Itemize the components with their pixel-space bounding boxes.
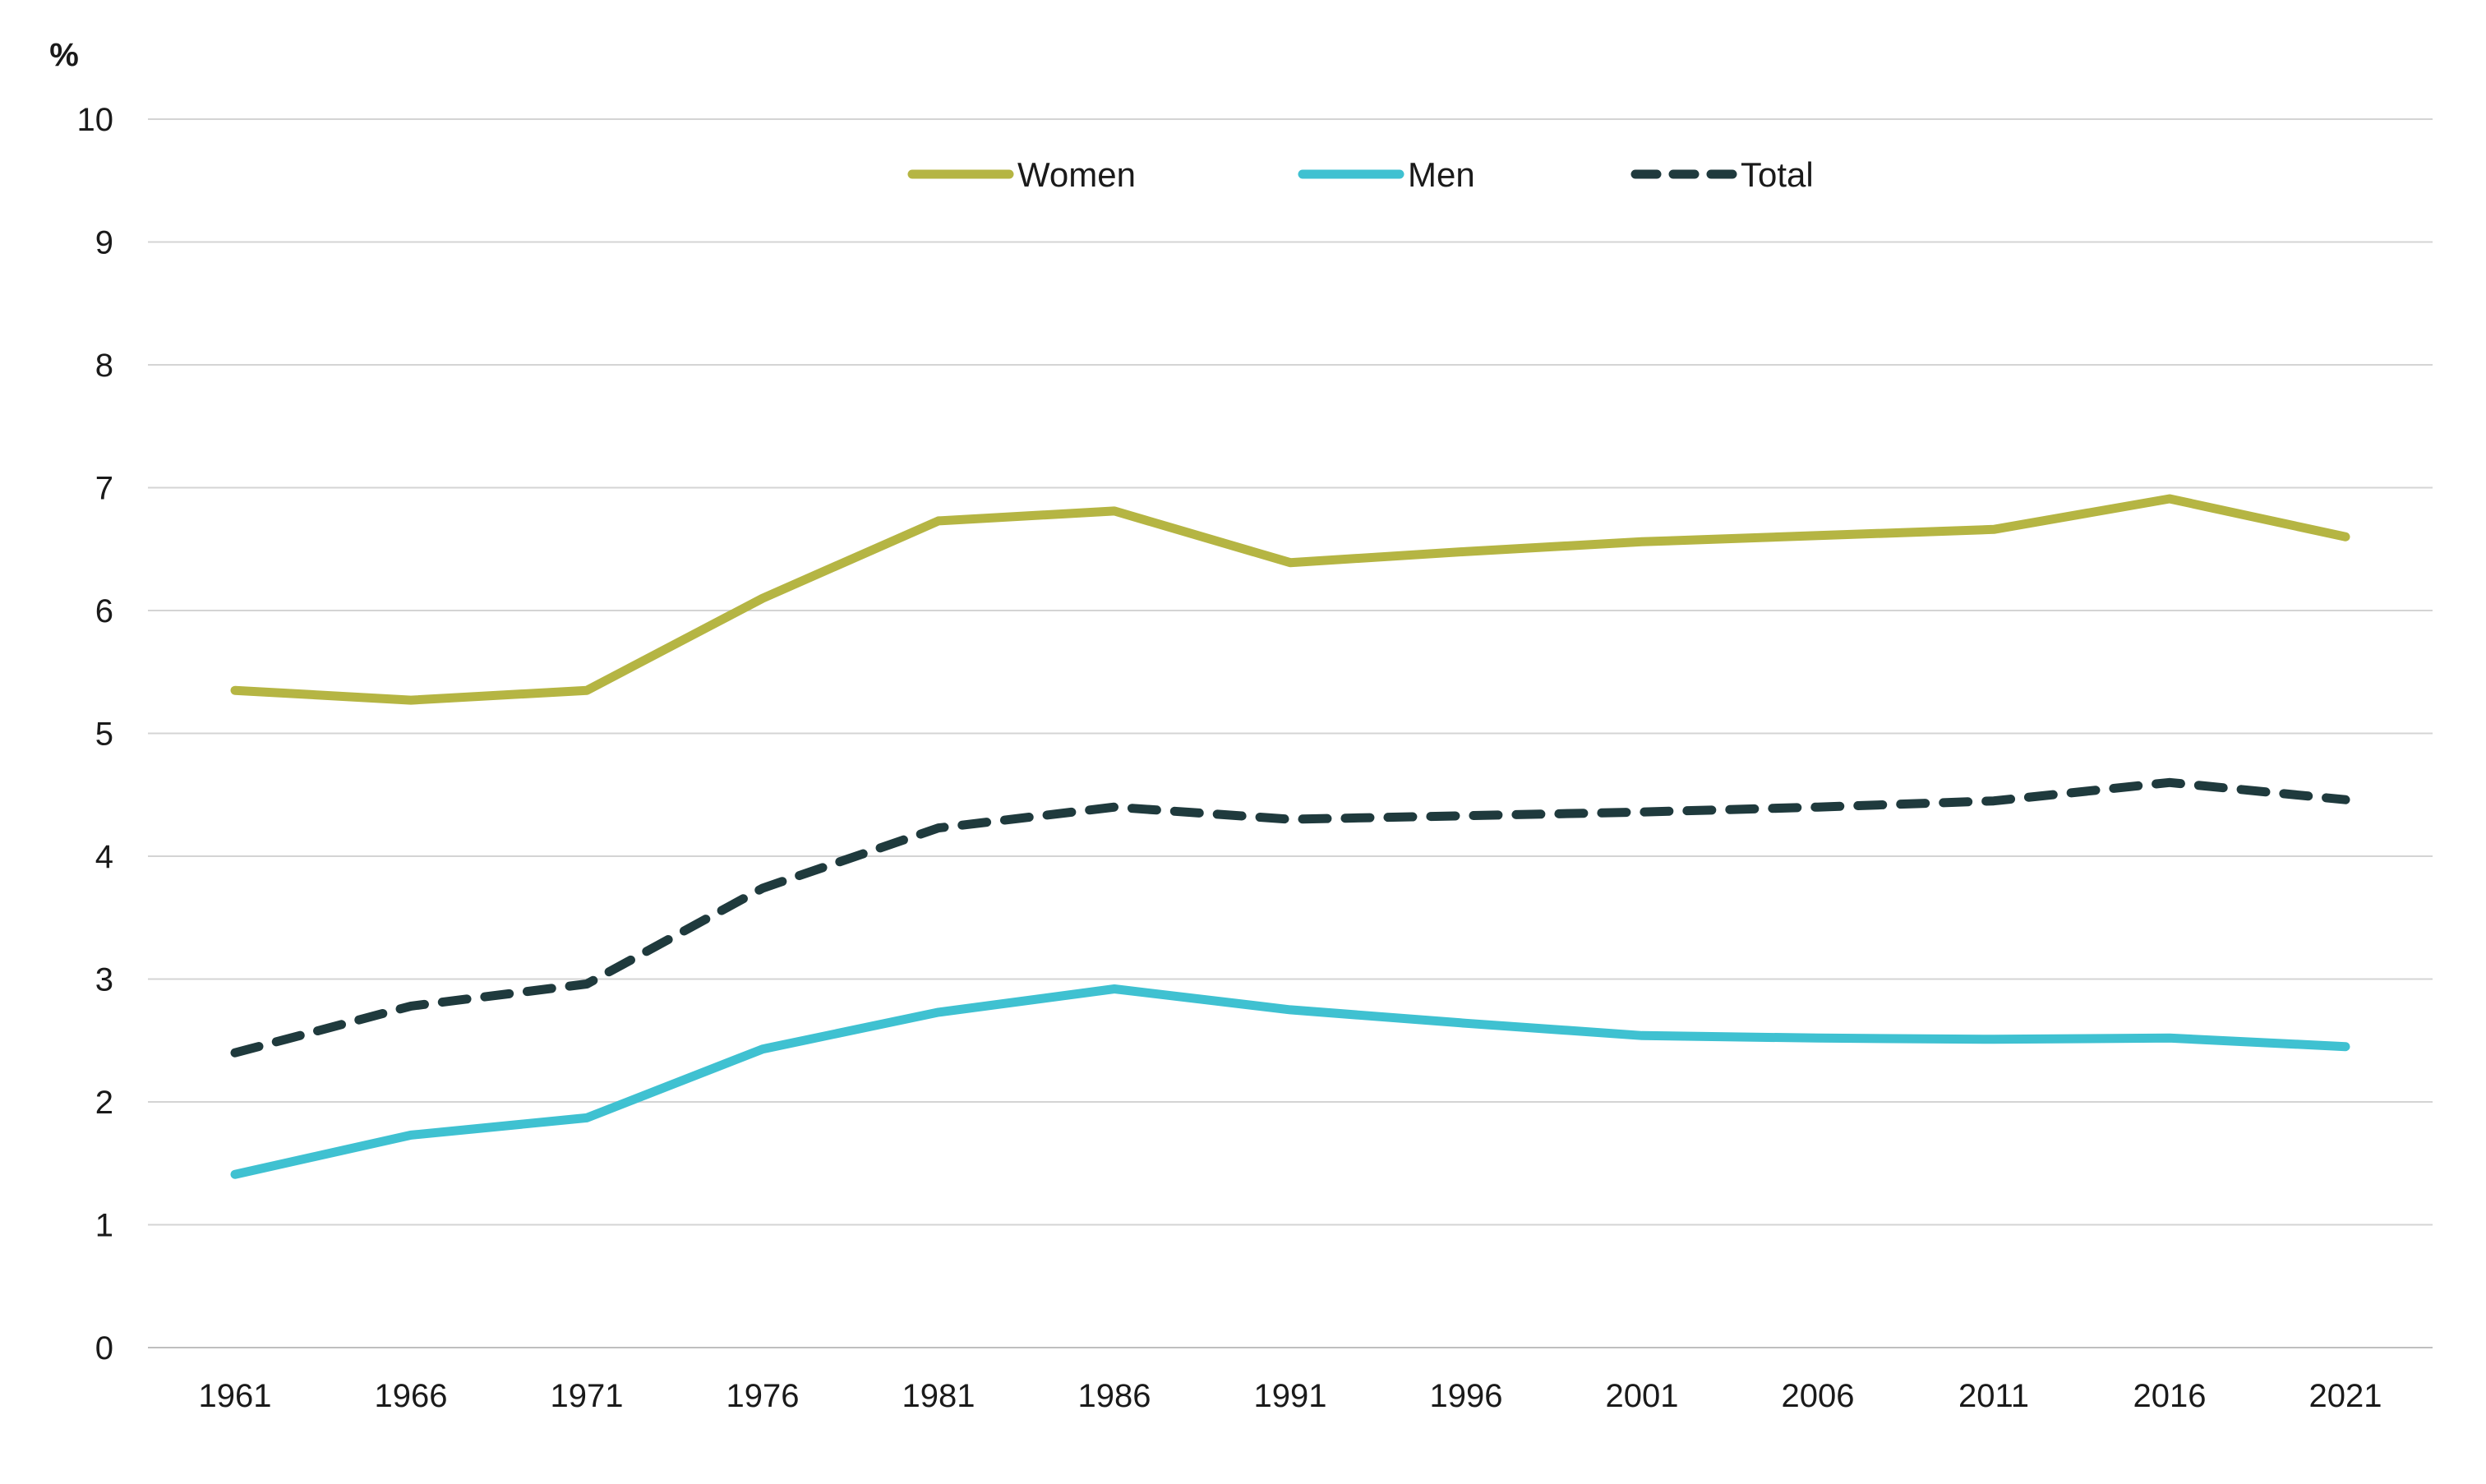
y-tick-label-7: 7 xyxy=(95,471,113,507)
series-lines xyxy=(230,494,2350,1179)
legend-label-men: Men xyxy=(1408,155,1475,194)
y-tick-label-0: 0 xyxy=(95,1330,113,1366)
x-tick-label-1966: 1966 xyxy=(375,1378,448,1414)
x-tick-label-1971: 1971 xyxy=(551,1378,624,1414)
legend-item-women: Women xyxy=(907,155,1136,194)
x-tick-label-1986: 1986 xyxy=(1078,1378,1151,1414)
legend-item-men: Men xyxy=(1298,155,1475,194)
y-tick-label-3: 3 xyxy=(95,962,113,998)
series-line-women xyxy=(230,494,2350,705)
y-tick-label-8: 8 xyxy=(95,348,113,384)
y-axis-unit-label: % xyxy=(49,37,79,73)
y-tick-label-9: 9 xyxy=(95,225,113,261)
legend-label-total: Total xyxy=(1741,155,1814,194)
y-axis: 0 1 2 3 4 5 6 7 8 9 10 xyxy=(77,102,114,1366)
legend-item-total: Total xyxy=(1630,155,1814,194)
x-tick-label-1996: 1996 xyxy=(1430,1378,1503,1414)
x-tick-label-1991: 1991 xyxy=(1254,1378,1327,1414)
legend: Women Men Total xyxy=(907,155,1814,194)
x-tick-label-1981: 1981 xyxy=(902,1378,975,1414)
y-tick-label-2: 2 xyxy=(95,1085,113,1121)
gridlines xyxy=(148,118,2433,1348)
y-tick-label-5: 5 xyxy=(95,717,113,753)
series-line-total xyxy=(230,777,2350,1058)
x-axis: 1961 1966 1971 1976 1981 1986 1991 1996 2001 2006… xyxy=(199,1378,2382,1414)
y-tick-label-10: 10 xyxy=(77,102,114,138)
x-tick-label-2011: 2011 xyxy=(1958,1378,2029,1414)
x-tick-label-2016: 2016 xyxy=(2133,1378,2207,1414)
x-tick-label-1976: 1976 xyxy=(726,1378,800,1414)
series-line-men xyxy=(230,984,2350,1179)
y-tick-label-1: 1 xyxy=(95,1208,113,1244)
legend-label-women: Women xyxy=(1017,155,1136,194)
x-tick-label-1961: 1961 xyxy=(199,1378,272,1414)
x-tick-label-2006: 2006 xyxy=(1782,1378,1855,1414)
y-tick-label-6: 6 xyxy=(95,593,113,629)
x-tick-label-2001: 2001 xyxy=(1606,1378,1679,1414)
y-tick-label-4: 4 xyxy=(95,839,113,875)
x-tick-label-2021: 2021 xyxy=(2309,1378,2382,1414)
